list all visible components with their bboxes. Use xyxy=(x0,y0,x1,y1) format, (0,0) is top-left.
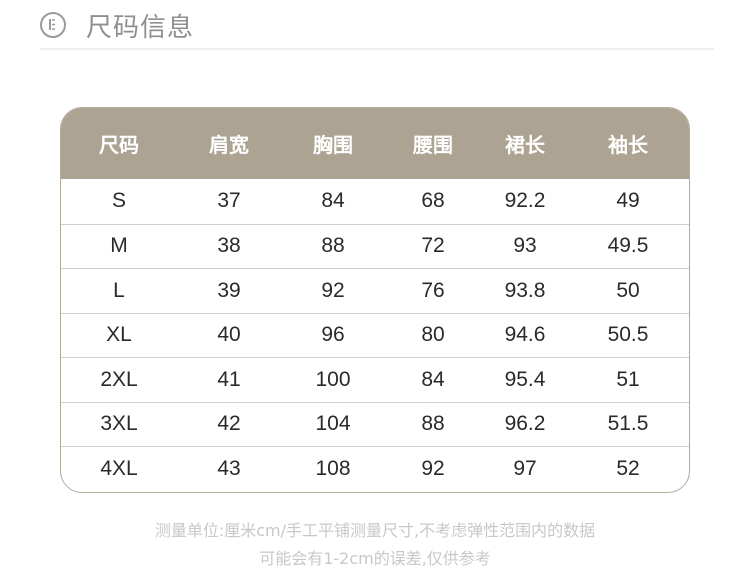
table-cell: 88 xyxy=(321,234,345,258)
table-cell: 52 xyxy=(616,456,640,480)
table-cell: 43 xyxy=(217,456,241,480)
table-cell: 72 xyxy=(421,234,445,258)
table-cell: 80 xyxy=(421,323,445,347)
table-cell: 92 xyxy=(321,278,345,302)
table-cell: 68 xyxy=(421,189,445,213)
table-cell: M xyxy=(110,234,128,258)
table-cell: XL xyxy=(106,323,132,347)
table-cell: S xyxy=(111,189,126,213)
table-cell: 42 xyxy=(217,412,241,436)
column-header: 肩宽 xyxy=(209,133,249,157)
column-header: 腰围 xyxy=(413,133,453,157)
table-row: 4XL 43 108 92 97 52 xyxy=(61,446,689,491)
table-cell: 94.6 xyxy=(504,323,546,347)
table-cell: 76 xyxy=(421,278,445,302)
error-note: 可能会有1-2cm的误差,仅供参考 xyxy=(259,549,491,568)
table-cell: 95.4 xyxy=(504,367,546,391)
table-cell: 2XL xyxy=(100,367,138,391)
table-cell: 50 xyxy=(616,278,640,302)
column-header: 袖长 xyxy=(608,133,648,157)
section-title: 尺码信息 xyxy=(40,7,194,43)
table-cell: 40 xyxy=(217,323,241,347)
table-cell: 104 xyxy=(315,412,351,436)
table-cell: 41 xyxy=(217,367,241,391)
table-cell: 84 xyxy=(421,367,445,391)
column-header: 裙长 xyxy=(505,133,545,157)
table-header: 尺码 肩宽 胸围 腰围 裙长 袖长 xyxy=(61,108,689,179)
table-cell: 96 xyxy=(321,323,345,347)
table-cell: 93 xyxy=(513,234,537,258)
table-cell: 3XL xyxy=(100,412,138,436)
table-cell: 50.5 xyxy=(607,323,649,347)
table-cell: 100 xyxy=(315,367,351,391)
table-cell: 84 xyxy=(321,189,345,213)
table-cell: 92.2 xyxy=(504,189,546,213)
table-cell: 38 xyxy=(217,234,241,258)
table-row: XL 40 96 80 94.6 50.5 xyxy=(61,312,689,358)
table-cell: 39 xyxy=(217,278,241,302)
divider xyxy=(40,48,714,50)
table-cell: L xyxy=(113,278,125,302)
title-text: 尺码信息 xyxy=(86,12,195,43)
table-cell: 51 xyxy=(616,367,640,391)
table-cell: 108 xyxy=(315,456,351,480)
measurement-note: 测量单位:厘米cm/手工平铺测量尺寸,不考虑弹性范围内的数据 xyxy=(154,521,596,540)
table-row: 2XL 41 100 84 95.4 51 xyxy=(61,357,689,402)
size-table: 尺码 肩宽 胸围 腰围 裙长 袖长 S 37 84 68 92.2 49 M 38 88 72 93 49.5 L… xyxy=(60,107,690,493)
table-cell: 92 xyxy=(421,456,445,480)
table-cell: 51.5 xyxy=(607,412,649,436)
table-row: M 38 88 72 93 49.5 xyxy=(61,223,689,269)
column-header: 胸围 xyxy=(313,133,353,157)
table-cell: 88 xyxy=(421,412,445,436)
table-cell: 93.8 xyxy=(504,278,546,302)
column-header: 尺码 xyxy=(99,133,139,157)
table-row: S 37 84 68 92.2 49 xyxy=(61,179,689,224)
table-cell: 96.2 xyxy=(504,412,546,436)
table-cell: 4XL xyxy=(100,456,138,480)
ruler-circle-icon xyxy=(40,12,66,38)
table-cell: 49 xyxy=(616,189,640,213)
table-cell: 97 xyxy=(513,456,537,480)
table-row: 3XL 42 104 88 96.2 51.5 xyxy=(61,401,689,447)
table-cell: 37 xyxy=(217,189,241,213)
table-row: L 39 92 76 93.8 50 xyxy=(61,268,689,313)
table-cell: 49.5 xyxy=(607,234,649,258)
